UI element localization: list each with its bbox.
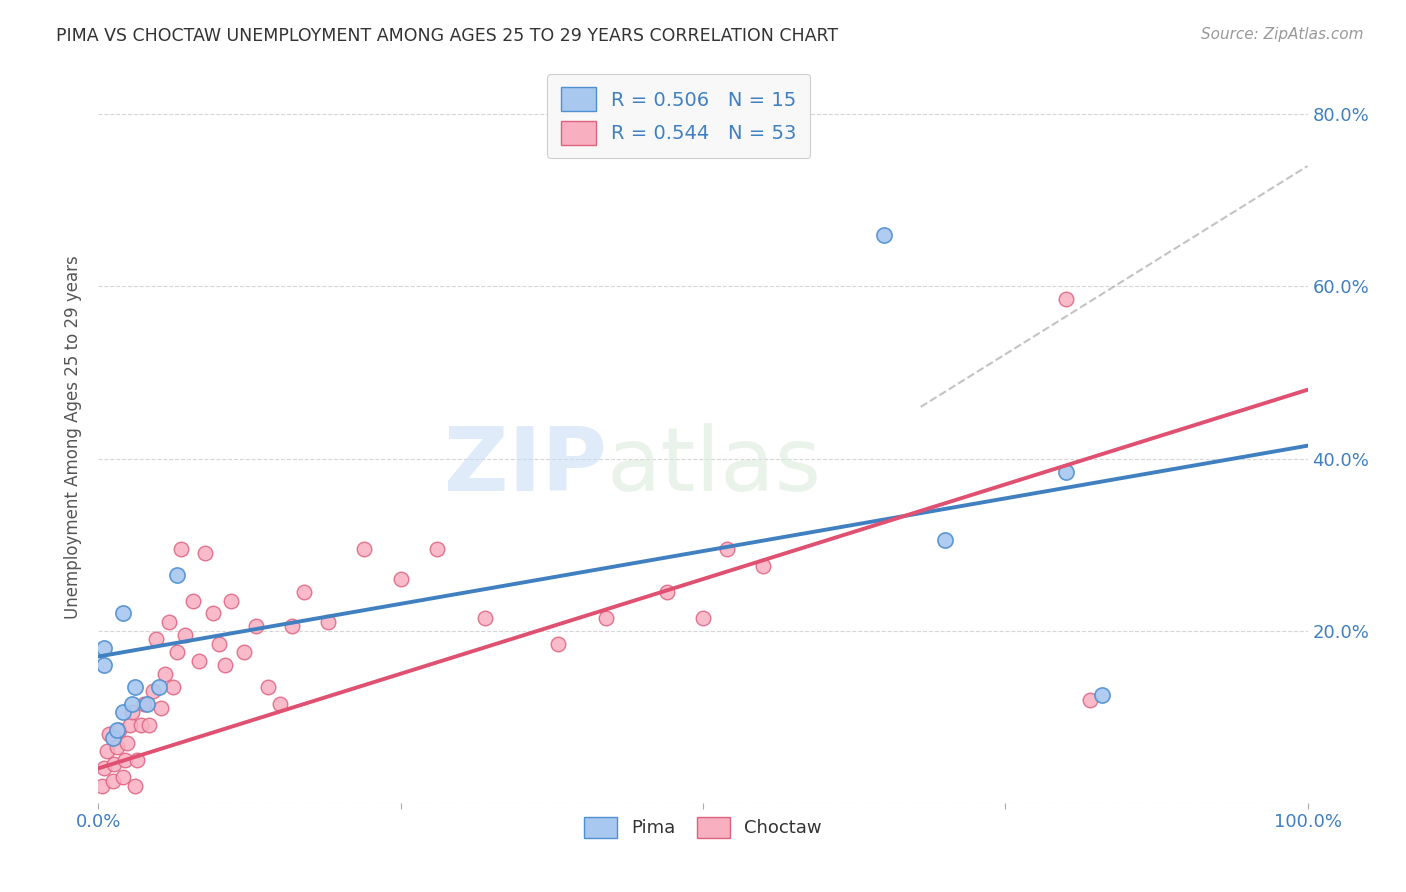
Point: [1078, 692, 1101, 706]
Point: [208, 637, 231, 651]
Point: [93, 640, 115, 655]
Point: [316, 615, 339, 629]
Point: [101, 774, 124, 789]
Point: [169, 541, 191, 556]
Point: [134, 697, 156, 711]
Point: [692, 611, 714, 625]
Point: [121, 706, 143, 720]
Point: [135, 697, 157, 711]
Point: [655, 585, 678, 599]
Point: [873, 227, 896, 242]
Point: [166, 567, 188, 582]
Text: ZIP: ZIP: [443, 423, 606, 510]
Point: [101, 731, 124, 746]
Point: [292, 585, 315, 599]
Point: [124, 779, 146, 793]
Point: [716, 541, 738, 556]
Point: [221, 593, 243, 607]
Point: [142, 684, 165, 698]
Point: [111, 706, 134, 720]
Point: [96, 744, 118, 758]
Point: [181, 593, 204, 607]
Point: [245, 619, 267, 633]
Point: [202, 607, 225, 621]
Point: [547, 637, 569, 651]
Point: [129, 718, 152, 732]
Point: [1054, 293, 1077, 307]
Point: [194, 546, 217, 560]
Point: [91, 779, 114, 793]
Text: atlas: atlas: [606, 423, 821, 510]
Point: [214, 658, 236, 673]
Point: [111, 607, 134, 621]
Point: [353, 541, 375, 556]
Point: [426, 541, 449, 556]
Y-axis label: Unemployment Among Ages 25 to 29 years: Unemployment Among Ages 25 to 29 years: [65, 255, 83, 619]
Point: [752, 559, 775, 574]
Point: [162, 680, 184, 694]
Point: [117, 735, 139, 749]
Point: [174, 628, 197, 642]
Point: [111, 770, 134, 784]
Point: [127, 753, 149, 767]
Point: [121, 697, 143, 711]
Point: [1054, 465, 1077, 479]
Point: [124, 680, 146, 694]
Point: [1091, 688, 1114, 702]
Point: [281, 619, 304, 633]
Point: [93, 658, 115, 673]
Point: [187, 654, 209, 668]
Legend: Pima, Choctaw: Pima, Choctaw: [576, 810, 830, 845]
Point: [166, 645, 188, 659]
Point: [105, 723, 128, 737]
Point: [105, 739, 128, 754]
Text: Source: ZipAtlas.com: Source: ZipAtlas.com: [1201, 27, 1364, 42]
Point: [145, 632, 167, 647]
Point: [934, 533, 956, 548]
Point: [138, 718, 160, 732]
Point: [256, 680, 278, 694]
Point: [150, 701, 173, 715]
Point: [474, 611, 496, 625]
Point: [232, 645, 254, 659]
Point: [108, 723, 131, 737]
Point: [157, 615, 180, 629]
Text: PIMA VS CHOCTAW UNEMPLOYMENT AMONG AGES 25 TO 29 YEARS CORRELATION CHART: PIMA VS CHOCTAW UNEMPLOYMENT AMONG AGES …: [56, 27, 838, 45]
Point: [389, 572, 412, 586]
Point: [269, 697, 291, 711]
Point: [114, 753, 136, 767]
Point: [148, 680, 170, 694]
Point: [103, 757, 125, 772]
Point: [98, 727, 121, 741]
Point: [93, 761, 115, 775]
Point: [153, 666, 176, 681]
Point: [595, 611, 617, 625]
Point: [118, 718, 141, 732]
